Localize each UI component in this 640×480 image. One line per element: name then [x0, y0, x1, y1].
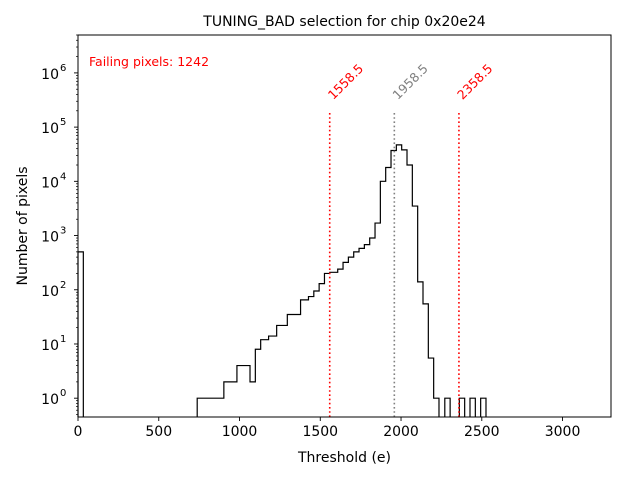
y-tick-label: 10	[41, 67, 59, 83]
x-tick-label: 2500	[464, 424, 500, 440]
histogram-step-3	[458, 397, 466, 417]
y-tick-label: 10	[41, 338, 59, 354]
chart-title: TUNING_BAD selection for chip 0x20e24	[202, 14, 486, 30]
y-tick-label: 10	[41, 284, 59, 300]
histogram-step-2	[444, 397, 451, 417]
y-tick-label: 10	[41, 230, 59, 246]
y-tick-exponent: 5	[60, 117, 66, 128]
histogram-step-1	[196, 144, 440, 417]
y-tick-label: 10	[41, 121, 59, 137]
threshold-label-0: 1558.5	[325, 61, 367, 103]
x-axis-label: Threshold (e)	[297, 450, 391, 466]
histogram-step-5	[480, 397, 487, 417]
x-tick-label: 1500	[302, 424, 338, 440]
y-tick-label: 10	[41, 392, 59, 408]
x-tick-label: 0	[74, 424, 83, 440]
x-tick-label: 3000	[545, 424, 581, 440]
axes-frame	[77, 34, 612, 418]
y-tick-exponent: 3	[60, 226, 66, 237]
y-tick-exponent: 1	[60, 334, 66, 345]
threshold-label-2: 2358.5	[454, 61, 496, 103]
x-tick-label: 500	[145, 424, 172, 440]
x-axis-ticks: 0 500 1000 1500 2000 2500 3000	[74, 417, 581, 440]
threshold-label-1: 1958.5	[389, 61, 431, 103]
plot-area: 1558.5 1958.5 2358.5	[77, 61, 496, 417]
histogram-step-4	[469, 397, 476, 417]
y-tick-exponent: 4	[60, 171, 66, 182]
x-tick-label: 2000	[383, 424, 419, 440]
y-tick-label: 10	[41, 175, 59, 191]
y-tick-exponent: 2	[60, 280, 66, 291]
x-tick-label: 1000	[222, 424, 258, 440]
histogram-step-0	[77, 251, 84, 417]
failing-pixels-annotation: Failing pixels: 1242	[89, 54, 209, 69]
y-tick-exponent: 6	[60, 63, 66, 74]
y-tick-exponent: 0	[60, 388, 66, 399]
y-axis-label: Number of pixels	[15, 166, 31, 285]
